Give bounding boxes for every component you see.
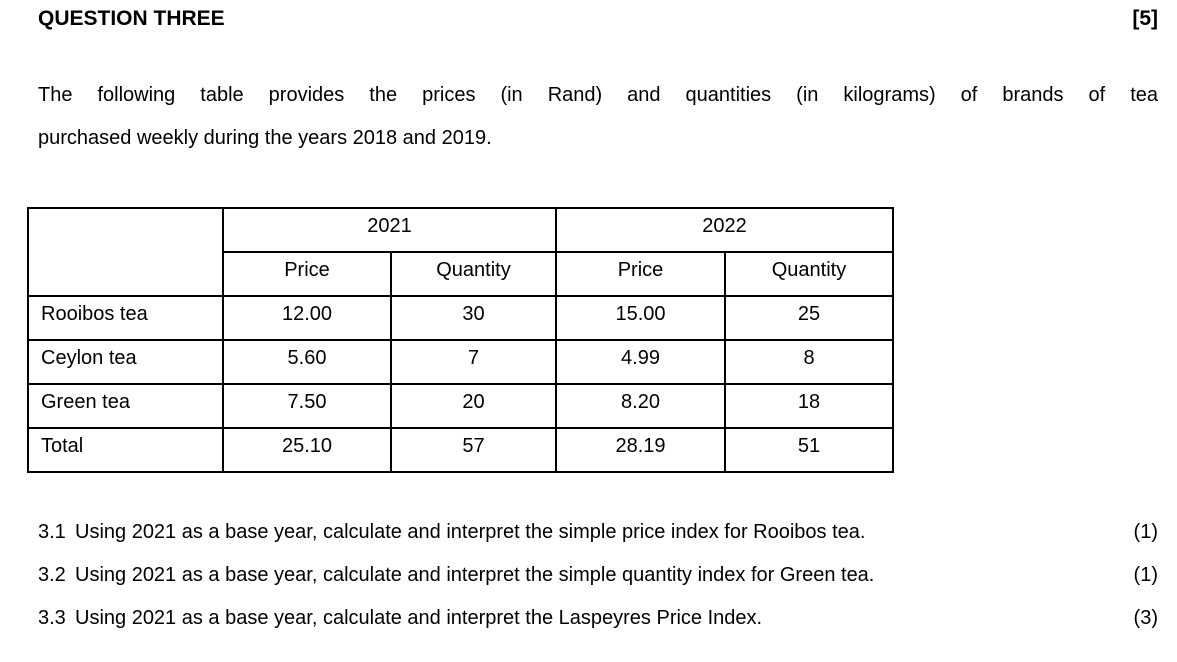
table-total-row: Total 25.10 57 28.19 51 [27,427,894,473]
table-row: Green tea 7.50 20 8.20 18 [27,383,894,429]
question-marks: (3) [1133,607,1158,629]
table-cell: 20 [390,383,557,429]
table-cell: 7 [390,339,557,385]
row-label: Rooibos tea [27,295,224,341]
table-corner-cell [27,207,224,297]
sub-question-3-3: 3.3 Using 2021 as a base year, calculate… [38,597,1158,640]
subheader-quantity-2021: Quantity [390,251,557,297]
intro-line-2: purchased weekly during the years 2018 a… [38,127,492,149]
question-marks: (1) [1133,521,1158,543]
table-cell: 51 [724,427,894,473]
table-cell: 28.19 [555,427,726,473]
table-subheader-row: Price Quantity Price Quantity [28,251,894,297]
question-number: 3.3 [38,607,66,629]
table-cell: 4.99 [555,339,726,385]
table-cell: 12.00 [222,295,392,341]
question-text: Using 2021 as a base year, calculate and… [75,607,763,629]
question-header: QUESTION THREE [5] [38,6,1158,32]
table-row: Ceylon tea 5.60 7 4.99 8 [27,339,894,385]
question-marks: (1) [1133,564,1158,586]
sub-question-3-1: 3.1 Using 2021 as a base year, calculate… [38,511,1158,554]
table-cell: 15.00 [555,295,726,341]
question-text: Using 2021 as a base year, calculate and… [75,521,866,543]
table-cell: 30 [390,295,557,341]
table-cell: 7.50 [222,383,392,429]
table-cell: 5.60 [222,339,392,385]
tea-price-quantity-table: 2021 2022 Price Quantity Price Quantity … [27,207,894,473]
table-cell: 25.10 [222,427,392,473]
sub-questions: 3.1 Using 2021 as a base year, calculate… [38,511,1158,640]
intro-paragraph: The following table provides the prices … [38,74,1158,160]
sub-question-3-2: 3.2 Using 2021 as a base year, calculate… [38,554,1158,597]
subheader-quantity-2022: Quantity [724,251,894,297]
table-cell: 8.20 [555,383,726,429]
year-header-2021: 2021 [222,207,557,253]
question-text: Using 2021 as a base year, calculate and… [75,564,875,586]
table-row: Rooibos tea 12.00 30 15.00 25 [27,295,894,341]
row-label: Total [27,427,224,473]
table-year-header-row: 2021 2022 [27,207,894,297]
table-cell: 57 [390,427,557,473]
row-label: Ceylon tea [27,339,224,385]
table-cell: 18 [724,383,894,429]
year-header-2022: 2022 [555,207,894,253]
question-number: 3.2 [38,564,66,586]
subheader-price-2022: Price [555,251,726,297]
table-cell: 25 [724,295,894,341]
row-label: Green tea [27,383,224,429]
table-cell: 8 [724,339,894,385]
question-title: QUESTION THREE [38,7,225,30]
intro-line-1: The following table provides the prices … [38,84,1158,106]
subheader-price-2021: Price [222,251,392,297]
question-total-marks: [5] [1132,7,1158,30]
question-number: 3.1 [38,521,66,543]
